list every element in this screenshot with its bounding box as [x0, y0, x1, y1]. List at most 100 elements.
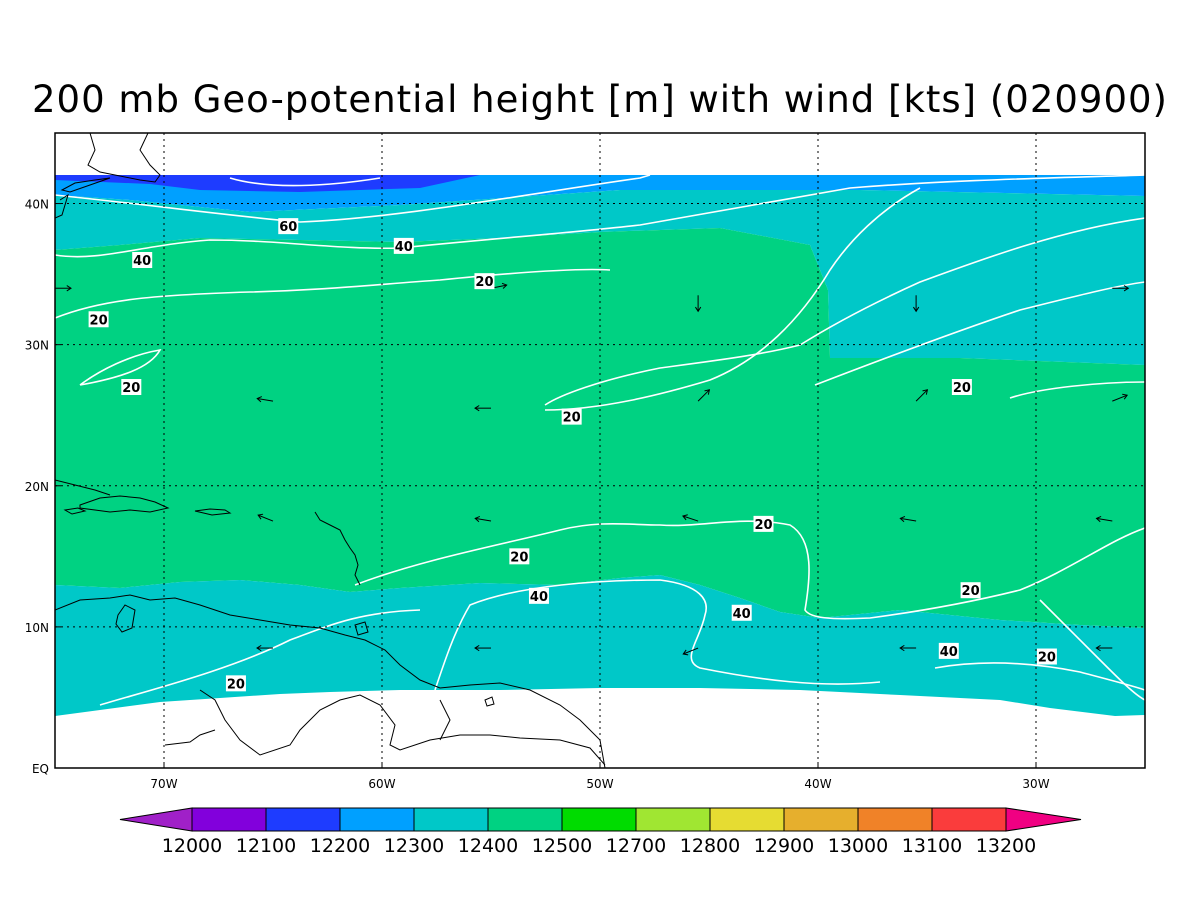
- contour-label: 40: [733, 607, 751, 622]
- lon-tick-label: 70W: [150, 777, 177, 791]
- colorbar-segment: [265, 807, 341, 832]
- contour-40-southeast: [1039, 599, 1145, 701]
- wind-arrow: [697, 389, 711, 402]
- contour-label: 40: [133, 254, 151, 269]
- wind-arrow: [915, 389, 929, 402]
- contour-20-loop: [79, 348, 162, 386]
- coast-puerto-rico: [194, 508, 232, 516]
- contour-label-box: [731, 604, 752, 621]
- colorbar-label: 12800: [680, 835, 740, 857]
- band-12400-north: [55, 190, 1145, 365]
- contour-label-box: [474, 273, 495, 290]
- wind-vectors: [55, 282, 1130, 656]
- lat-tick-label: 10N: [25, 621, 49, 635]
- lat-tick-label: 30N: [25, 339, 49, 353]
- contour-label-box: [225, 675, 246, 692]
- lon-tick-label: 60W: [368, 777, 395, 791]
- wind-arrow: [912, 295, 920, 313]
- coast-jamaica: [63, 507, 87, 515]
- colorbar-segment: [709, 807, 785, 832]
- contour-20-east: [814, 281, 1145, 386]
- wind-arrow: [682, 647, 699, 656]
- colorbar-label: 12700: [606, 835, 666, 857]
- lat-tick-label: EQ: [32, 762, 49, 776]
- contour-label: 20: [953, 381, 971, 396]
- colorbar-label: 13200: [976, 835, 1036, 857]
- contour-label-box: [278, 218, 299, 235]
- wind-arrow: [1095, 516, 1113, 523]
- lon-tick-label: 50W: [586, 777, 613, 791]
- contour-label: 20: [122, 381, 140, 396]
- contour-40-east-loop: [934, 662, 1145, 691]
- colorbar-segment: [191, 807, 267, 832]
- lat-lon-grid: [55, 133, 1145, 768]
- contour-40-south: [434, 579, 881, 691]
- coast-island-small: [484, 696, 495, 707]
- wind-arrow: [1112, 393, 1129, 402]
- colorbar-label: 12200: [310, 835, 370, 857]
- contour-20-diagonal: [544, 217, 1145, 406]
- contour-label-box: [753, 515, 774, 532]
- coast-long-island: [60, 177, 111, 193]
- contour-label-box: [951, 379, 972, 395]
- colorbar-segment: [339, 807, 415, 832]
- coast-trinidad: [354, 621, 369, 636]
- coast-hispaniola: [79, 495, 170, 513]
- wind-arrow: [256, 396, 274, 403]
- contour-label-box: [393, 237, 414, 254]
- contour-label: 20: [962, 584, 980, 599]
- contour-label: 20: [1038, 651, 1056, 666]
- band-12300-east: [1130, 175, 1145, 195]
- contour-label: 60: [279, 220, 297, 235]
- coast-lesser-antilles: [314, 511, 361, 586]
- colorbar-label: 12900: [754, 835, 814, 857]
- band-12400-south: [55, 575, 1145, 716]
- contour-label-box: [938, 642, 959, 659]
- wind-speed-contours: [55, 174, 1145, 706]
- contour-label-box: [132, 252, 153, 268]
- contour-60-core: [229, 177, 381, 187]
- colorbar-arrow-low: [119, 807, 193, 832]
- colorbar-label: 12000: [162, 835, 222, 857]
- contour-label-box: [561, 408, 582, 425]
- wind-arrow: [474, 405, 491, 412]
- wind-arrow: [55, 285, 72, 292]
- contour-20-diagonal-2: [544, 187, 921, 411]
- coastlines: [55, 133, 606, 768]
- lat-tick-label: 40N: [25, 198, 49, 212]
- wind-arrow: [257, 513, 274, 522]
- coast-lake-maracaibo: [115, 604, 136, 633]
- contour-labels: 60 40 40 20 20 20 20 20 20 20 40 40 20 40 20 20: [88, 218, 1057, 692]
- colorbar-segment: [931, 807, 1007, 832]
- contour-40-north: [55, 174, 1145, 258]
- contour-label: 20: [475, 275, 493, 290]
- colorbar-segment: [783, 807, 859, 832]
- wind-arrow: [474, 644, 491, 652]
- contour-label: 40: [530, 590, 548, 605]
- contour-60: [55, 174, 651, 223]
- colorbar-segment: [413, 807, 489, 832]
- wind-arrow: [899, 516, 917, 523]
- contour-label-box: [121, 379, 142, 395]
- colorbar-label: 12500: [532, 835, 592, 857]
- wind-arrow: [1095, 644, 1113, 652]
- colorbar-segment: [635, 807, 711, 832]
- axis-ticks: 70W 60W 50W 40W 30W EQ 10N 20N 30N 40N: [25, 198, 1050, 791]
- coast-cuba: [55, 479, 111, 496]
- contour-20-south: [354, 520, 1145, 620]
- colorbar-label: 13000: [828, 835, 888, 857]
- wind-arrow: [899, 644, 917, 652]
- contour-label: 40: [940, 645, 958, 660]
- colorbar: 12000 12100 12200 12300 12400 12500 12700 12800…: [119, 807, 1082, 857]
- colorbar-segment: [561, 807, 637, 832]
- contour-label: 20: [227, 677, 245, 692]
- colorbar-label: 12100: [236, 835, 296, 857]
- wind-arrow: [1112, 285, 1130, 292]
- contour-label: 40: [395, 240, 413, 255]
- contour-label-box: [1036, 648, 1057, 665]
- contour-label-box: [509, 548, 530, 565]
- lat-tick-label: 20N: [25, 480, 49, 494]
- colorbar-segment: [487, 807, 563, 832]
- contour-20-north: [55, 268, 611, 319]
